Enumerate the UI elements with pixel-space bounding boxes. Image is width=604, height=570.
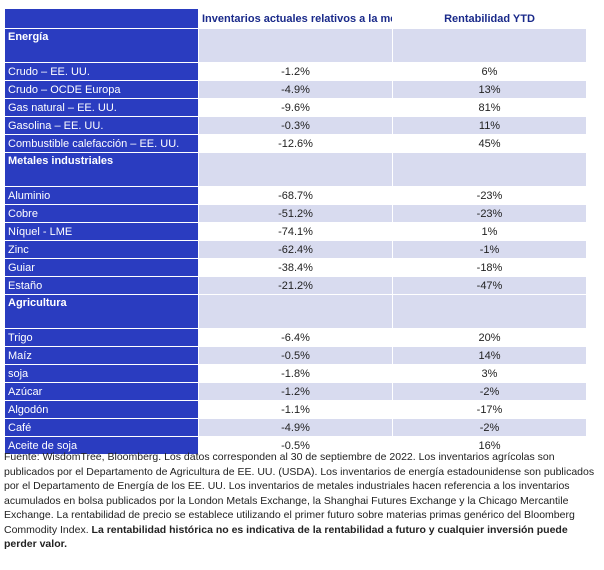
data-row: Aluminio -68.7% -23% (4, 186, 587, 205)
value-cell: 16% (392, 436, 587, 455)
data-row: Crudo – EE. UU. -1.2% 6% (4, 62, 587, 81)
value-cell: -4.9% (198, 418, 393, 437)
section-cell (198, 152, 393, 187)
value-cell: -62.4% (198, 240, 393, 259)
value-cell: -23% (392, 204, 587, 223)
data-row: soja -1.8% 3% (4, 364, 587, 383)
header-cell (4, 8, 199, 29)
row-label: Gasolina – EE. UU. (4, 116, 199, 135)
data-row: Trigo -6.4% 20% (4, 328, 587, 347)
value-cell: -4.9% (198, 80, 393, 99)
value-cell: -9.6% (198, 98, 393, 117)
value-cell: 11% (392, 116, 587, 135)
value-cell: -1.1% (198, 400, 393, 419)
row-label: Gas natural – EE. UU. (4, 98, 199, 117)
footnote-bold: La rentabilidad histórica no es indicati… (4, 523, 568, 551)
data-row: Cobre -51.2% -23% (4, 204, 587, 223)
value-cell: -18% (392, 258, 587, 277)
value-cell: -1.8% (198, 364, 393, 383)
section-title: Metales industriales (4, 152, 199, 187)
section-cell (392, 152, 587, 187)
header-cell: Rentabilidad YTD (392, 8, 587, 29)
value-cell: -74.1% (198, 222, 393, 241)
row-label: Guiar (4, 258, 199, 277)
data-row: Algodón -1.1% -17% (4, 400, 587, 419)
footnote-text: Fuente: WisdomTree, Bloomberg. Los datos… (4, 451, 595, 536)
section-row: Energía (4, 28, 587, 63)
value-cell: -17% (392, 400, 587, 419)
value-cell: 20% (392, 328, 587, 347)
data-row: Estaño -21.2% -47% (4, 276, 587, 295)
row-label: Trigo (4, 328, 199, 347)
data-row: Café -4.9% -2% (4, 418, 587, 437)
row-label: Algodón (4, 400, 199, 419)
data-row: Níquel - LME -74.1% 1% (4, 222, 587, 241)
row-label: Aluminio (4, 186, 199, 205)
value-cell: -2% (392, 382, 587, 401)
section-cell (392, 28, 587, 63)
row-label: Estaño (4, 276, 199, 295)
section-cell (198, 294, 393, 329)
value-cell: -51.2% (198, 204, 393, 223)
commodity-table: Inventarios actuales relativos a la medi… (4, 8, 587, 455)
value-cell: -1.2% (198, 62, 393, 81)
row-label: Zinc (4, 240, 199, 259)
value-cell: 13% (392, 80, 587, 99)
value-cell: 6% (392, 62, 587, 81)
value-cell: -1.2% (198, 382, 393, 401)
row-label: Aceite de soja (4, 436, 199, 455)
row-label: Crudo – EE. UU. (4, 62, 199, 81)
row-label: Cobre (4, 204, 199, 223)
row-label: Combustible calefacción – EE. UU. (4, 134, 199, 153)
header-row: Inventarios actuales relativos a la medi… (4, 8, 587, 29)
section-cell (392, 294, 587, 329)
value-cell: -68.7% (198, 186, 393, 205)
section-title: Energía (4, 28, 199, 63)
value-cell: -0.5% (198, 346, 393, 365)
row-label: Crudo – OCDE Europa (4, 80, 199, 99)
value-cell: 45% (392, 134, 587, 153)
value-cell: 3% (392, 364, 587, 383)
value-cell: -12.6% (198, 134, 393, 153)
value-cell: 14% (392, 346, 587, 365)
value-cell: -6.4% (198, 328, 393, 347)
footnote: Fuente: WisdomTree, Bloomberg. Los datos… (4, 450, 599, 552)
row-label: Azúcar (4, 382, 199, 401)
row-label: Café (4, 418, 199, 437)
value-cell: -21.2% (198, 276, 393, 295)
data-row: Guiar -38.4% -18% (4, 258, 587, 277)
value-cell: -0.3% (198, 116, 393, 135)
value-cell: 81% (392, 98, 587, 117)
value-cell: -1% (392, 240, 587, 259)
section-row: Metales industriales (4, 152, 587, 187)
value-cell: -23% (392, 186, 587, 205)
row-label: Níquel - LME (4, 222, 199, 241)
table-wrap: Inventarios actuales relativos a la medi… (4, 8, 587, 455)
value-cell: 1% (392, 222, 587, 241)
section-title: Agricultura (4, 294, 199, 329)
data-row: Combustible calefacción – EE. UU. -12.6% 4… (4, 134, 587, 153)
data-row: Azúcar -1.2% -2% (4, 382, 587, 401)
row-label: Maíz (4, 346, 199, 365)
section-row: Agricultura (4, 294, 587, 329)
data-row: Aceite de soja -0.5% 16% (4, 436, 587, 455)
data-row: Gas natural – EE. UU. -9.6% 81% (4, 98, 587, 117)
section-cell (198, 28, 393, 63)
data-row: Gasolina – EE. UU. -0.3% 11% (4, 116, 587, 135)
value-cell: -38.4% (198, 258, 393, 277)
data-row: Crudo – OCDE Europa -4.9% 13% (4, 80, 587, 99)
value-cell: -0.5% (198, 436, 393, 455)
data-row: Maíz -0.5% 14% (4, 346, 587, 365)
value-cell: -47% (392, 276, 587, 295)
header-cell: Inventarios actuales relativos a la medi… (198, 8, 393, 29)
data-row: Zinc -62.4% -1% (4, 240, 587, 259)
row-label: soja (4, 364, 199, 383)
value-cell: -2% (392, 418, 587, 437)
